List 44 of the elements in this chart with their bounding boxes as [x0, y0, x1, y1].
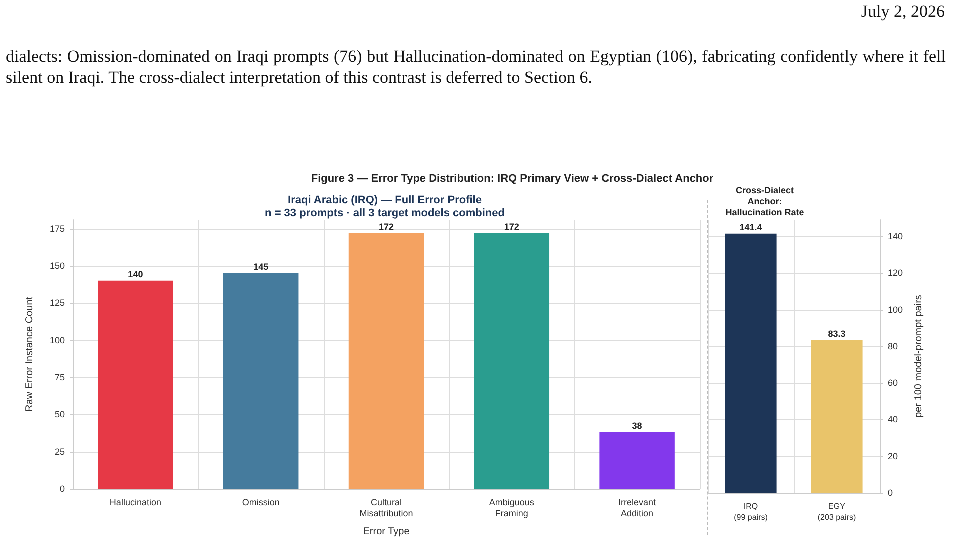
bar	[600, 432, 675, 489]
y-tick-label: 60	[888, 378, 898, 388]
caption: Figure 3 — Error Type Distribution: IRQ Primary View + Cross-Dialect Anchor	[310, 173, 715, 185]
x-tick-label: Cultural Misattribution	[360, 498, 414, 518]
x-tick-label: Omission	[242, 498, 280, 508]
data-label: 38	[632, 421, 642, 432]
x-tick-label: Irrelevant Addition	[618, 498, 657, 518]
data-label: 172	[378, 222, 394, 232]
bar	[223, 274, 299, 489]
data-label: 172	[504, 222, 520, 232]
bar	[474, 233, 550, 489]
bar	[98, 280, 174, 489]
y-axis-title: Raw Error Instance Count	[24, 296, 36, 412]
data-label: 140	[128, 269, 144, 280]
bar	[348, 233, 424, 489]
y-axis-title: per 100 model-prompt pairs	[913, 295, 924, 418]
data-label: 145	[254, 262, 269, 272]
y-tick-label: 0	[60, 484, 65, 494]
data-label: 141.4	[740, 222, 762, 232]
y-tick-label: 175	[50, 224, 65, 234]
y-tick-label: 20	[888, 451, 898, 462]
x-tick-label: Hallucination	[110, 498, 162, 508]
chart-title: Cross-Dialect Anchor: Hallucination Rate	[726, 186, 804, 218]
y-tick-label: 125	[50, 298, 65, 308]
x-tick-label: Ambiguous Framing	[489, 498, 535, 518]
y-tick-label: 40	[888, 414, 898, 425]
text: dialects: Omission-dominated on Iraqi prompts (76) but Hallucination-dominated on Egyptian (106), fabricating confidently where it fell silent on Iraqi. The cross-dialect interpretation of this contrast is deferred to Section 6.	[6, 46, 946, 88]
y-tick-label: 140	[888, 231, 904, 242]
x-tick-label: IRQ (99 pairs)	[734, 502, 768, 522]
y-tick-label: 0	[888, 488, 894, 498]
chart-title: Iraqi Arabic (IRQ) — Full Error Profile	[288, 194, 482, 206]
x-tick-label: EGY (203 pairs)	[818, 502, 856, 522]
y-tick-label: 100	[50, 335, 65, 346]
chart-subtitle: n = 33 prompts · all 3 target models combined	[265, 208, 505, 220]
y-tick-label: 150	[50, 261, 65, 272]
y-tick-label: 120	[888, 268, 904, 278]
data-label: 83.3	[828, 328, 846, 339]
y-tick-label: 80	[888, 341, 898, 352]
y-tick-label: 50	[54, 410, 65, 420]
x-axis-title: Error Type	[363, 526, 410, 538]
y-tick-label: 100	[888, 304, 904, 315]
y-tick-label: 75	[54, 372, 65, 383]
text: July 2, 2026	[861, 2, 945, 22]
y-tick-label: 25	[54, 446, 65, 457]
